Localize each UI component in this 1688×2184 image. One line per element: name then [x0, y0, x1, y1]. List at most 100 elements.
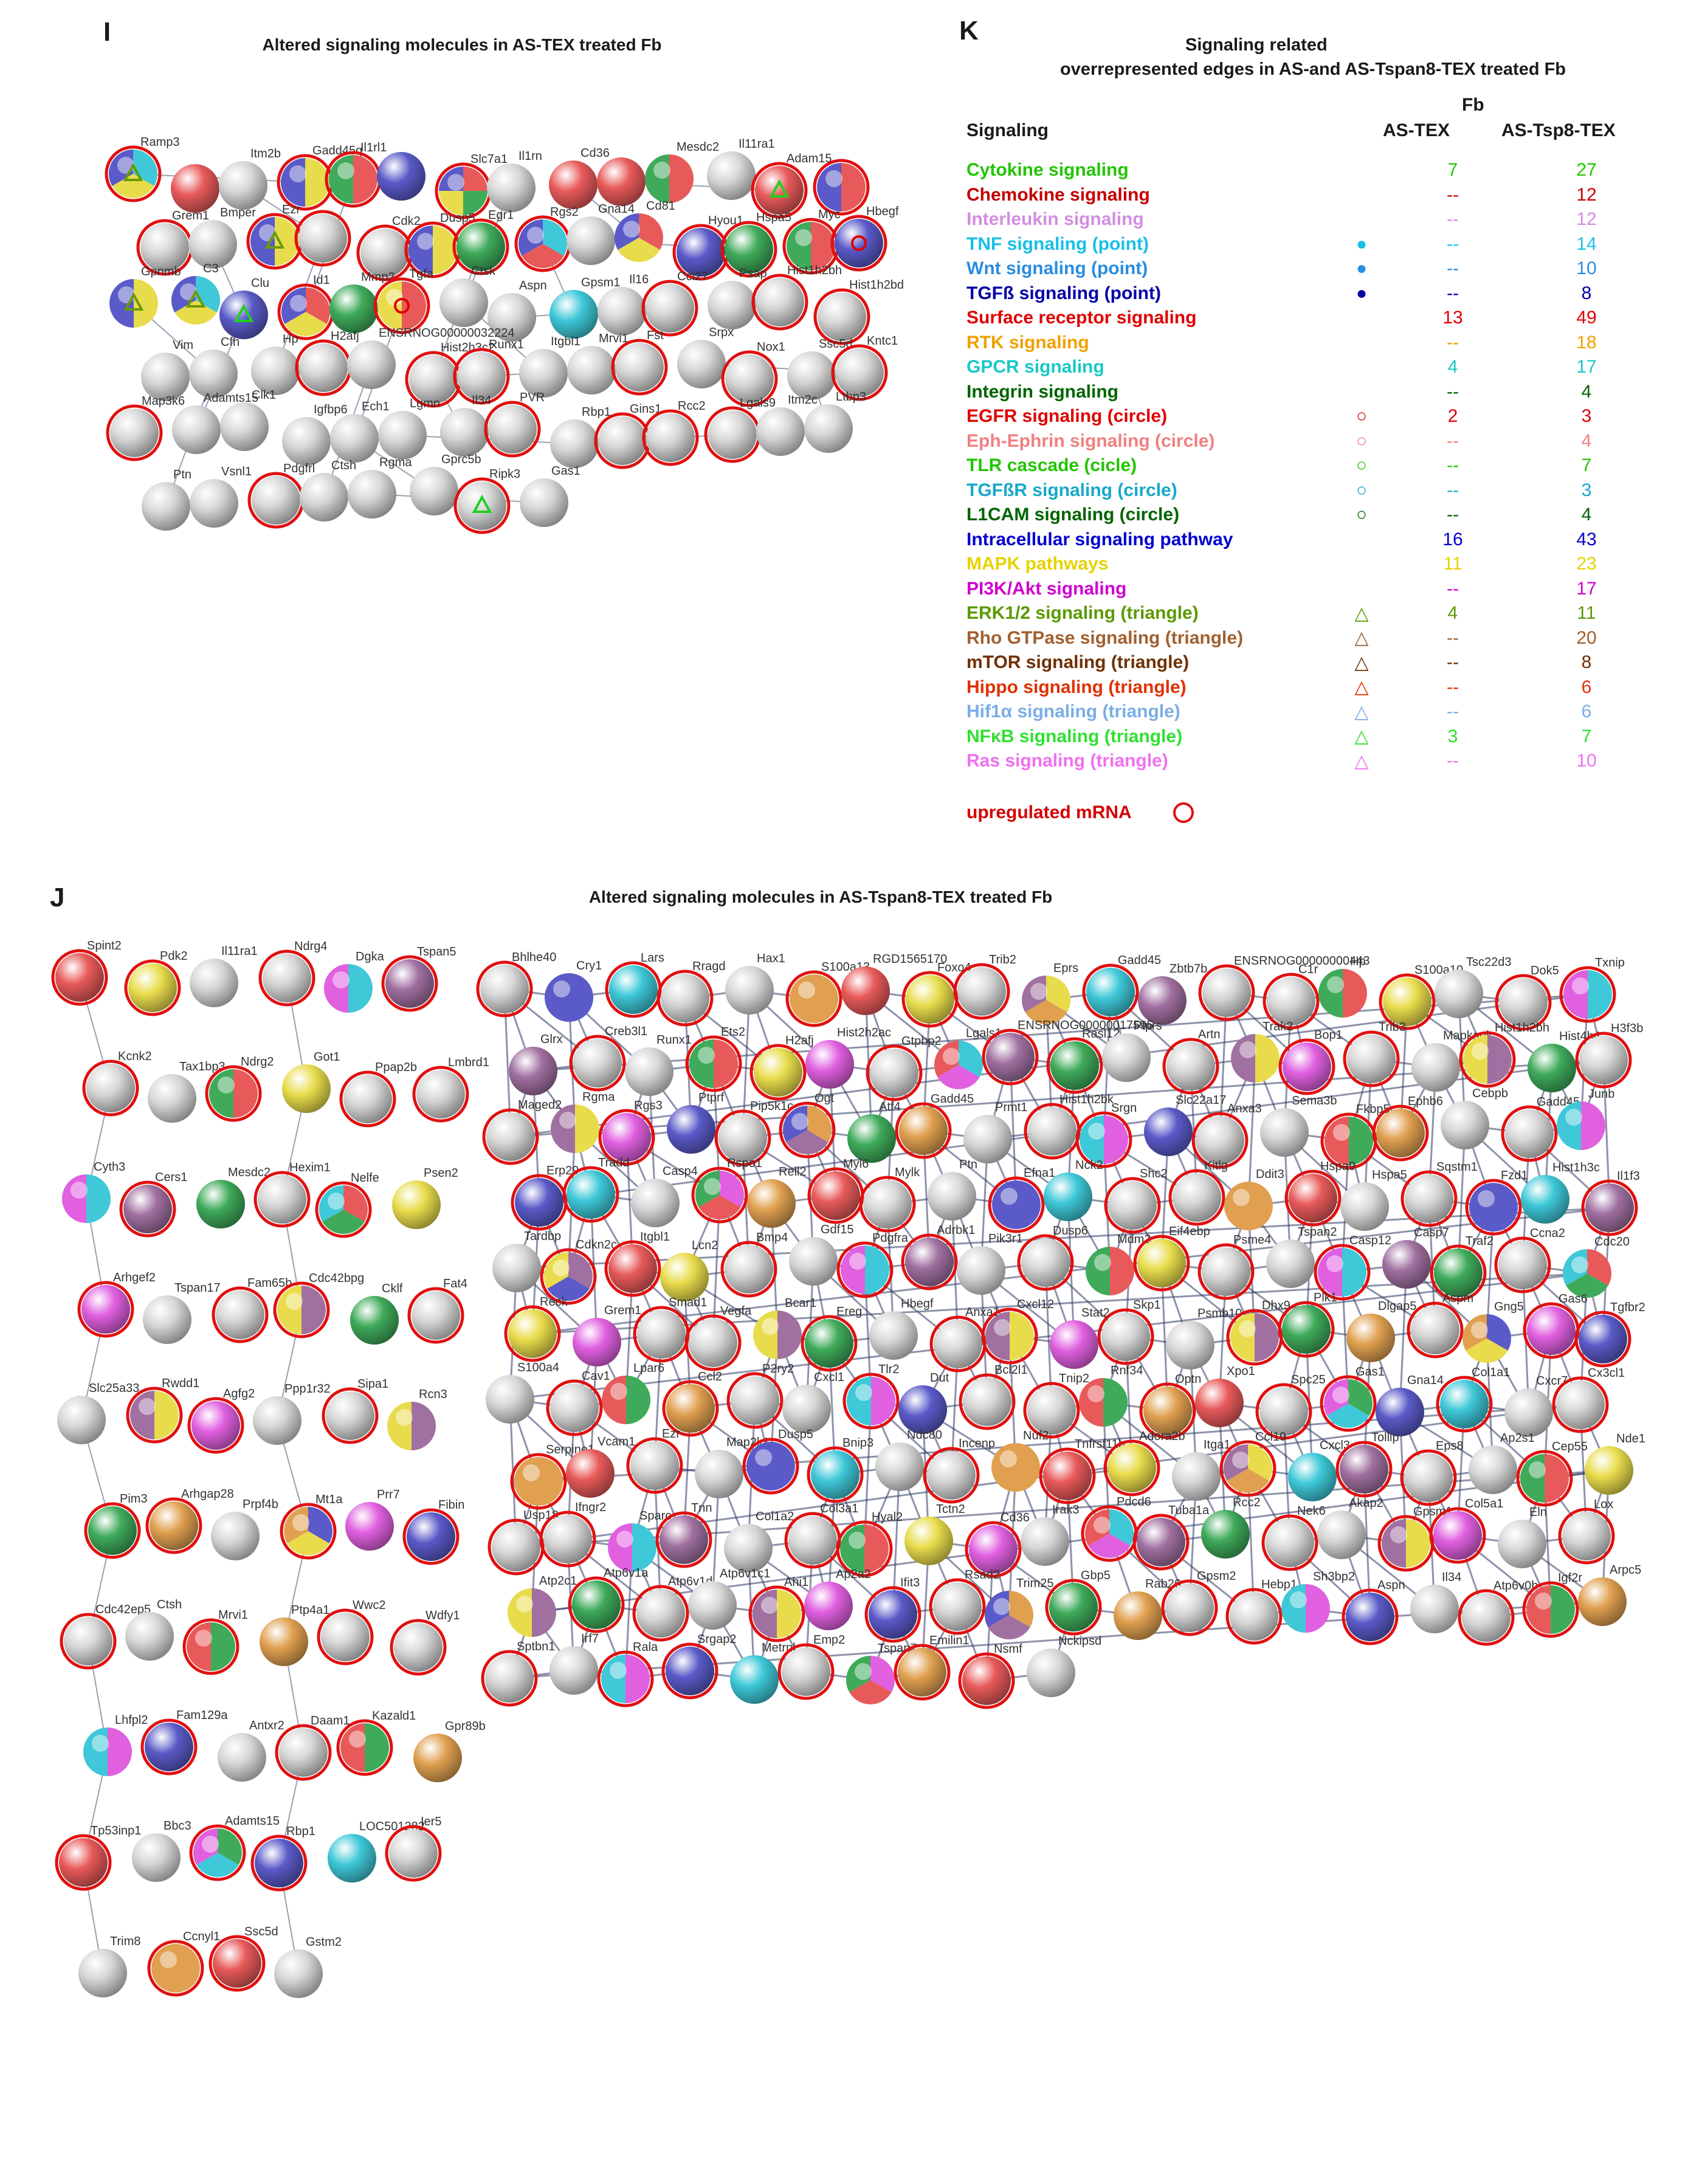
node-label: Wdfy1: [425, 1609, 460, 1622]
node-label: Egr1: [488, 208, 514, 222]
node-label: Tax1bp3: [179, 1060, 226, 1073]
protein-node: Aspm: [1407, 1292, 1473, 1359]
node-label: Ptn: [173, 468, 191, 481]
protein-node: Cx3cl1: [1552, 1366, 1625, 1433]
node-label: Sipa1: [357, 1377, 388, 1391]
node-label: Kntc1: [867, 334, 898, 348]
protein-node: Slc22a17: [1144, 1094, 1226, 1156]
upregulated-ring-icon: [1379, 973, 1436, 1030]
node-label: Rspo1: [727, 1157, 762, 1170]
node-label: Mdm2: [1117, 1233, 1151, 1246]
protein-node: Hbegf: [869, 1297, 934, 1360]
node-sphere: [933, 1582, 982, 1631]
node-label: Rsad2: [965, 1568, 1000, 1582]
node-sphere: [906, 975, 954, 1024]
node-slice: [1545, 1454, 1569, 1503]
node-label: Cd81: [646, 199, 675, 213]
node-sphere: [969, 1525, 1018, 1574]
node-label: Il34: [1442, 1571, 1461, 1584]
node-label: Il1rl1: [360, 141, 387, 154]
upregulated-legend-label: upregulated mRNA: [966, 802, 1132, 822]
node-slice: [849, 1680, 892, 1704]
node-label: Got1: [314, 1050, 340, 1064]
node-slice: [1587, 1249, 1611, 1286]
protein-node: Gas1: [1320, 1365, 1385, 1432]
node-sphere: [1266, 1518, 1314, 1567]
node-sphere: [458, 481, 506, 530]
node-label: Cry1: [576, 959, 602, 973]
node-sphere: [1114, 1591, 1162, 1640]
upregulated-ring-icon: [751, 274, 808, 331]
upregulated-ring-icon: [1132, 1514, 1190, 1571]
node-sphere: [326, 1391, 374, 1440]
as-tsp8-tex-count: 14: [1576, 233, 1597, 254]
signaling-marker-icon: △: [1354, 603, 1369, 624]
upregulated-ring-icon: [1161, 1579, 1218, 1636]
node-sphere: [677, 340, 726, 388]
node-label: Itgbl1: [640, 1230, 670, 1244]
node-sphere: [1411, 1306, 1459, 1354]
node-label: Ssc5d: [819, 337, 853, 351]
upregulated-ring-icon: [453, 348, 510, 405]
as-tex-count: --: [1447, 627, 1459, 648]
node-label: Hp: [1350, 955, 1366, 968]
protein-node: H2afj: [749, 1034, 814, 1101]
node-slice: [343, 1185, 368, 1222]
node-label: Gas6: [1559, 1292, 1588, 1306]
node-label: Aspn: [519, 279, 547, 292]
triangle-marker-icon: [233, 303, 254, 322]
upregulated-ring-icon: [452, 218, 509, 275]
protein-node: Cd36: [965, 1511, 1030, 1578]
protein-node: Cdc42bpg: [273, 1272, 364, 1338]
node-sphere: [898, 1385, 947, 1434]
protein-node: Dut: [898, 1371, 949, 1434]
node-label: Rasl12: [1082, 1027, 1120, 1041]
node-sphere: [1143, 1387, 1192, 1435]
protein-node: Arhgef2: [77, 1271, 156, 1338]
upregulated-ring-icon: [655, 1511, 712, 1568]
node-sphere: [598, 287, 646, 336]
node-sphere: [1028, 1107, 1077, 1156]
node-slice: [1249, 1182, 1273, 1230]
node-slice: [985, 1591, 1009, 1627]
node-highlight: [1239, 1320, 1256, 1337]
upregulated-ring-icon: [661, 1642, 718, 1700]
node-sphere: [835, 219, 883, 267]
node-label: H2afj: [785, 1034, 814, 1047]
protein-node: Prr7: [345, 1488, 400, 1551]
node-sphere: [407, 1512, 455, 1561]
node-slice: [348, 964, 373, 1013]
node-highlight: [417, 233, 434, 250]
node-label: Ppap2b: [375, 1061, 417, 1074]
signaling-row: Cytokine signaling 7 27: [966, 158, 1659, 183]
protein-node: Cers1: [119, 1171, 187, 1238]
signaling-marker-icon: △: [1354, 751, 1369, 771]
node-sphere: [905, 1238, 954, 1286]
node-label: Tgfbr2: [1610, 1301, 1645, 1314]
node-sphere: [263, 954, 311, 1002]
node-label: Hist2h2ac: [837, 1026, 891, 1039]
node-sphere: [549, 290, 598, 339]
node-label: Rbp1: [286, 1825, 315, 1838]
as-tsp8-tex-count: 11: [1577, 603, 1596, 624]
as-tex-count: --: [1447, 381, 1459, 402]
node-label: Cyth3: [94, 1160, 125, 1174]
upregulated-ring-icon: [749, 1044, 807, 1101]
protein-node: Trim25: [985, 1577, 1053, 1639]
triangle-marker-icon: [264, 230, 285, 249]
node-label: Ptprf: [698, 1091, 725, 1104]
protein-node: Tspan17: [143, 1281, 221, 1344]
protein-node: Atp2c1: [508, 1574, 577, 1637]
protein-node: Itgbl1: [519, 335, 580, 398]
protein-node: Tgfa: [373, 267, 434, 334]
node-label: Psap: [739, 267, 767, 280]
protein-node: Rnf34: [1079, 1364, 1143, 1427]
node-label: Dusp5: [778, 1428, 813, 1441]
node-sphere: [1340, 1445, 1388, 1493]
node-sphere: [255, 1839, 303, 1887]
upregulated-ring-icon: [273, 1281, 330, 1338]
protein-node: Plk1: [1278, 1291, 1337, 1358]
protein-node: Lmbrd1: [412, 1056, 489, 1123]
node-highlight: [523, 1464, 540, 1481]
upregulated-ring-icon: [412, 1066, 469, 1123]
